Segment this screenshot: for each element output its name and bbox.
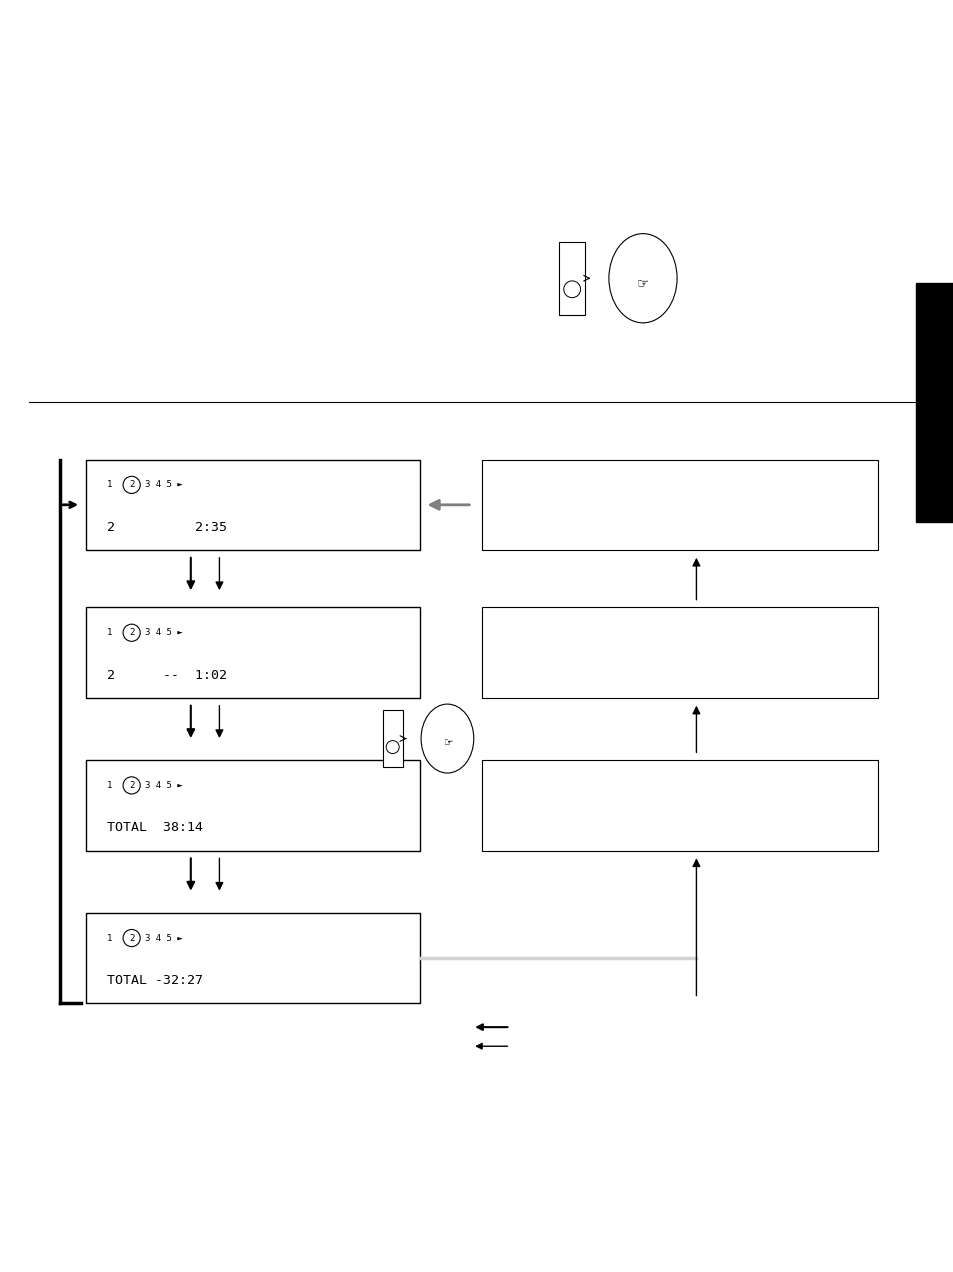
Text: 1: 1 <box>107 934 112 943</box>
Text: 1: 1 <box>107 628 112 637</box>
Text: TOTAL -32:27: TOTAL -32:27 <box>107 974 203 987</box>
Text: 3 4 5 ►: 3 4 5 ► <box>145 481 182 490</box>
Text: 3 4 5 ►: 3 4 5 ► <box>145 628 182 637</box>
Bar <box>86 459 419 550</box>
Bar <box>481 459 877 550</box>
Text: 1: 1 <box>107 481 112 490</box>
Text: 2: 2 <box>129 781 134 790</box>
Bar <box>86 759 419 851</box>
Text: 1: 1 <box>107 781 112 790</box>
Text: 2      --  1:02: 2 -- 1:02 <box>107 669 227 682</box>
Ellipse shape <box>420 705 474 773</box>
Text: ☞: ☞ <box>442 738 452 748</box>
Text: 2: 2 <box>129 481 134 490</box>
Bar <box>481 759 877 851</box>
Text: 3 4 5 ►: 3 4 5 ► <box>145 934 182 943</box>
Text: TOTAL  38:14: TOTAL 38:14 <box>107 822 203 834</box>
Bar <box>481 607 877 698</box>
Bar <box>86 913 419 1004</box>
Bar <box>382 710 402 767</box>
Text: 2: 2 <box>129 628 134 637</box>
Text: 2          2:35: 2 2:35 <box>107 522 227 534</box>
Bar <box>915 282 953 522</box>
Text: 3 4 5 ►: 3 4 5 ► <box>145 781 182 790</box>
Text: 2: 2 <box>129 934 134 943</box>
Ellipse shape <box>608 234 677 323</box>
Text: ☞: ☞ <box>637 276 648 290</box>
Bar <box>558 242 584 315</box>
Bar <box>86 607 419 698</box>
